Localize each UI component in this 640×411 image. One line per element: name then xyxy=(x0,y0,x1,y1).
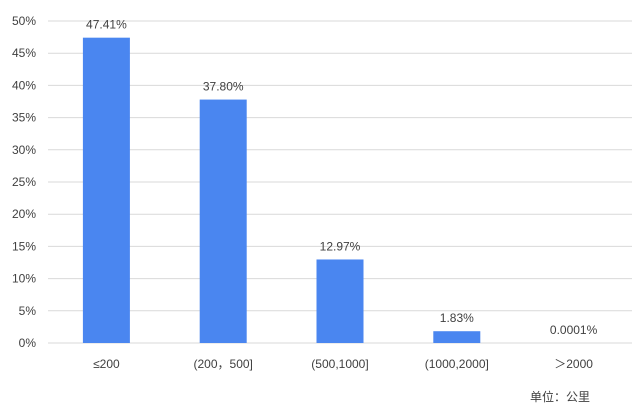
y-tick-label: 30% xyxy=(12,143,36,157)
unit-note: 单位：公里 xyxy=(530,389,590,404)
bar xyxy=(199,99,247,344)
y-tick-label: 50% xyxy=(12,14,36,28)
bars xyxy=(82,37,598,344)
x-tick-label: ≤200 xyxy=(93,357,120,371)
data-label: 1.83% xyxy=(440,311,474,325)
y-tick-label: 40% xyxy=(12,78,36,92)
y-axis: 0% 5% 10% 15% 20% 25% 30% 35% 40% 45% 50% xyxy=(12,14,36,350)
bar xyxy=(82,37,130,344)
data-label: 0.0001% xyxy=(550,323,598,337)
data-label: 37.80% xyxy=(203,80,244,94)
x-axis: ≤200 (200，500] (500,1000] (1000,2000] ＞2000 xyxy=(93,357,593,371)
y-tick-label: 0% xyxy=(19,336,37,350)
data-labels: 47.41% 37.80% 12.97% 1.83% 0.0001% xyxy=(86,18,598,337)
y-tick-label: 5% xyxy=(19,304,37,318)
gridlines xyxy=(48,20,632,344)
data-label: 12.97% xyxy=(320,239,361,253)
bar xyxy=(433,331,481,343)
y-tick-label: 20% xyxy=(12,207,36,221)
bar xyxy=(316,259,364,343)
x-tick-label: (1000,2000] xyxy=(425,357,489,371)
y-tick-label: 10% xyxy=(12,272,36,286)
y-tick-label: 35% xyxy=(12,111,36,125)
y-tick-label: 25% xyxy=(12,175,36,189)
data-label: 47.41% xyxy=(86,18,127,32)
x-tick-label: ＞2000 xyxy=(554,357,593,371)
x-tick-label: (200，500] xyxy=(194,357,253,371)
y-tick-label: 15% xyxy=(12,239,36,253)
y-tick-label: 45% xyxy=(12,46,36,60)
x-tick-label: (500,1000] xyxy=(311,357,368,371)
